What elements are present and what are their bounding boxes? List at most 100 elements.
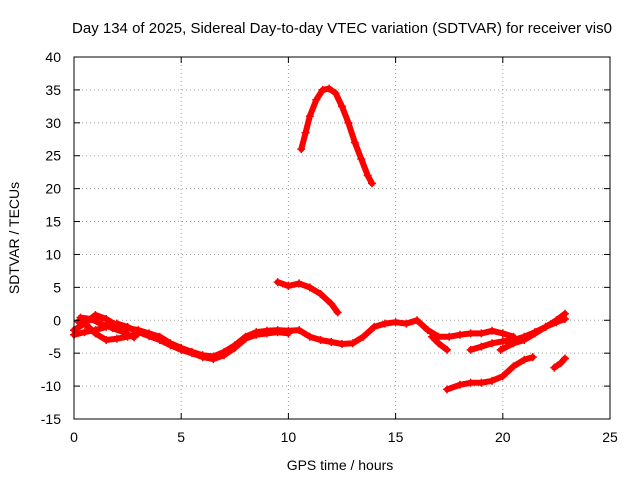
series-arc-low [443,353,537,394]
data-point [477,378,486,387]
series-layer [70,84,569,394]
data-point [498,372,507,381]
data-point [348,339,357,348]
data-point [295,326,304,335]
ticks-layer: 0 5 10 15 20 25 -15 -10 -5 0 5 10 15 20 25 30 35 40 [41,49,618,445]
y-tick-label: -10 [41,378,61,394]
series-arc-mid [273,278,342,317]
data-point [112,334,121,343]
data-point [112,319,121,328]
data-point [466,378,475,387]
data-point [273,328,282,337]
data-point [252,330,261,339]
data-point [498,337,507,346]
data-point [520,336,529,345]
data-point [520,355,529,364]
data-point [443,385,452,394]
data-point [130,333,139,342]
data-point [528,353,537,362]
y-tick-label: 10 [45,246,61,262]
data-point [241,334,250,343]
y-tick-label: 15 [45,214,61,230]
data-point [87,314,96,323]
data-point [333,308,342,317]
data-point [560,314,569,323]
data-point [552,318,561,327]
data-point [312,95,321,104]
series-arc-late-c [496,314,569,354]
x-axis-title: GPS time / hours [287,457,394,473]
data-point [550,363,559,372]
data-point [123,322,132,331]
data-point [102,314,111,323]
data-point [119,328,128,337]
y-tick-label: 5 [53,279,61,295]
x-tick-label: 0 [70,429,78,445]
data-point [177,345,186,354]
series-arc-main-d [76,313,139,342]
data-point [338,102,346,111]
data-point [428,332,437,341]
data-point [91,311,100,320]
data-point [305,112,314,121]
data-point [488,326,497,335]
data-point [108,324,117,333]
data-point [368,179,377,188]
data-point [455,380,464,389]
y-tick-label: 0 [53,312,61,328]
y-axis-title: SDTVAR / TECUs [6,182,22,294]
x-tick-label: 25 [602,429,618,445]
data-point [297,145,306,154]
data-point [344,118,353,127]
data-point [220,351,229,360]
data-point [273,278,282,287]
y-tick-label: 40 [45,49,61,65]
data-point [338,339,346,348]
y-tick-label: -15 [41,411,61,427]
data-point [316,336,325,345]
data-point [477,342,486,351]
data-point [413,316,422,325]
data-point [488,376,497,385]
series-arc-late-a [428,332,452,354]
data-point [445,332,454,341]
data-point [145,332,154,341]
data-point [305,332,314,341]
data-point [443,345,452,354]
x-tick-label: 5 [177,429,185,445]
data-point [284,329,293,338]
data-point [391,318,400,327]
data-point [80,328,89,337]
data-point [402,319,411,328]
data-point [488,339,497,348]
data-point [301,128,310,137]
data-point [327,337,336,346]
data-point [509,339,518,348]
data-point [350,138,359,147]
data-point [466,329,475,338]
data-point [76,313,85,322]
y-tick-label: 25 [45,148,61,164]
data-point [230,343,239,352]
data-point [357,155,366,164]
x-tick-label: 10 [281,429,297,445]
data-point [198,353,207,362]
data-point [496,345,505,354]
data-point [295,279,304,288]
data-point [370,322,379,331]
data-point [509,362,518,371]
data-point [97,320,106,329]
x-tick-label: 15 [388,429,404,445]
data-point [327,299,336,308]
data-point [209,355,218,364]
series-arc-peak [297,84,377,188]
data-point [530,329,539,338]
series-line [298,85,375,187]
data-point [155,336,164,345]
data-point [82,321,91,330]
data-point [466,345,475,354]
data-point [262,329,271,338]
data-point [325,84,334,93]
grid-layer [74,57,610,419]
